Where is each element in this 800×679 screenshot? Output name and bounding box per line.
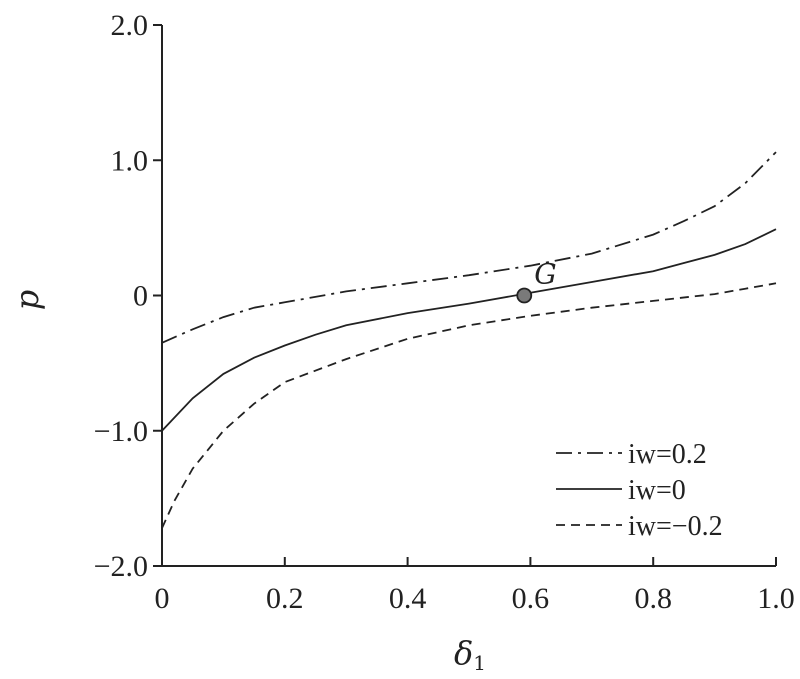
x-axis-title-subscript: 1 — [473, 651, 486, 675]
x-tick-label: 0.6 — [512, 582, 550, 615]
series-layer — [161, 151, 777, 529]
y-axis-title: p — [8, 290, 46, 310]
y-tick-label: −1.0 — [94, 415, 148, 448]
legend-label: iw=0 — [628, 475, 686, 506]
series-line-2 — [161, 282, 777, 529]
y-tick-label: 1.0 — [111, 144, 149, 177]
x-tick-label: 1.0 — [757, 582, 795, 615]
legend-label: iw=0.2 — [628, 439, 707, 470]
series-line-1 — [161, 228, 777, 432]
y-tick-label: −2.0 — [94, 550, 148, 583]
plot-area: G −2.0 −1.0 0 1.0 2.0 0 0.2 0.4 0.6 0.8 1.0 — [94, 9, 795, 615]
x-tick-label: 0.2 — [266, 582, 304, 615]
x-tick-label: 0.8 — [634, 582, 672, 615]
y-ticks: −2.0 −1.0 0 1.0 2.0 — [94, 9, 162, 583]
annotation-layer: G — [516, 258, 557, 304]
point-marker — [516, 287, 533, 304]
x-axis-title: δ1 — [454, 634, 486, 675]
x-tick-label: 0 — [155, 582, 170, 615]
x-ticks: 0 0.2 0.4 0.6 0.8 1.0 — [155, 557, 795, 615]
legend: iw=0.2 iw=0 iw=−0.2 — [556, 439, 723, 542]
x-tick-label: 0.4 — [389, 582, 427, 615]
point-label: G — [534, 258, 556, 291]
series-line-0 — [161, 151, 777, 344]
legend-label: iw=−0.2 — [628, 511, 723, 542]
x-axis-title-main: δ — [454, 634, 473, 672]
y-tick-label: 2.0 — [111, 9, 149, 42]
y-tick-label: 0 — [133, 280, 148, 313]
